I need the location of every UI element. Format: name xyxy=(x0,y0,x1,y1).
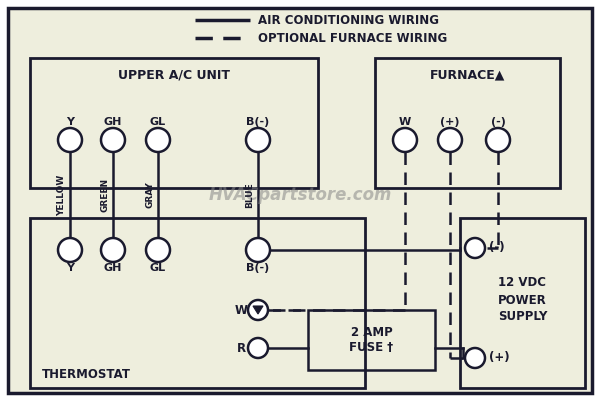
Circle shape xyxy=(248,338,268,358)
Circle shape xyxy=(465,348,485,368)
Circle shape xyxy=(58,238,82,262)
Text: 2 AMP
FUSE †: 2 AMP FUSE † xyxy=(349,326,394,355)
Circle shape xyxy=(246,238,270,262)
Text: (-): (-) xyxy=(489,242,505,254)
Text: GL: GL xyxy=(150,263,166,273)
Text: B(-): B(-) xyxy=(247,263,269,273)
Text: GREEN: GREEN xyxy=(101,178,110,212)
Polygon shape xyxy=(253,306,263,314)
Text: GL: GL xyxy=(150,117,166,127)
Text: 12 VDC
POWER
SUPPLY: 12 VDC POWER SUPPLY xyxy=(498,277,547,324)
Text: Y: Y xyxy=(66,263,74,273)
Text: W: W xyxy=(235,304,248,316)
Bar xyxy=(30,58,318,188)
Text: W: W xyxy=(399,117,411,127)
Circle shape xyxy=(146,238,170,262)
Text: FURNACE▲: FURNACE▲ xyxy=(430,68,505,82)
Circle shape xyxy=(58,128,82,152)
Circle shape xyxy=(101,128,125,152)
Circle shape xyxy=(246,128,270,152)
Text: (+): (+) xyxy=(440,117,460,127)
Bar xyxy=(375,58,560,188)
Text: (-): (-) xyxy=(491,117,505,127)
Text: YELLOW: YELLOW xyxy=(58,174,67,216)
Bar xyxy=(308,310,435,370)
Text: UPPER A/C UNIT: UPPER A/C UNIT xyxy=(118,68,230,82)
Circle shape xyxy=(248,300,268,320)
Text: THERMOSTAT: THERMOSTAT xyxy=(42,367,131,380)
Circle shape xyxy=(146,128,170,152)
Text: R: R xyxy=(236,341,245,355)
Circle shape xyxy=(465,238,485,258)
Text: (+): (+) xyxy=(489,351,509,365)
Text: GRAY: GRAY xyxy=(146,181,155,209)
Bar xyxy=(30,218,365,388)
Text: Y: Y xyxy=(66,117,74,127)
Text: AIR CONDITIONING WIRING: AIR CONDITIONING WIRING xyxy=(258,14,439,27)
Text: OPTIONAL FURNACE WIRING: OPTIONAL FURNACE WIRING xyxy=(258,31,447,45)
Circle shape xyxy=(101,238,125,262)
Circle shape xyxy=(486,128,510,152)
Text: BLUE: BLUE xyxy=(245,182,254,208)
Circle shape xyxy=(438,128,462,152)
Bar xyxy=(460,218,585,388)
Text: GH: GH xyxy=(104,117,122,127)
Circle shape xyxy=(393,128,417,152)
Text: HVACpartstore.com: HVACpartstore.com xyxy=(208,186,392,204)
Text: GH: GH xyxy=(104,263,122,273)
Text: B(-): B(-) xyxy=(247,117,269,127)
